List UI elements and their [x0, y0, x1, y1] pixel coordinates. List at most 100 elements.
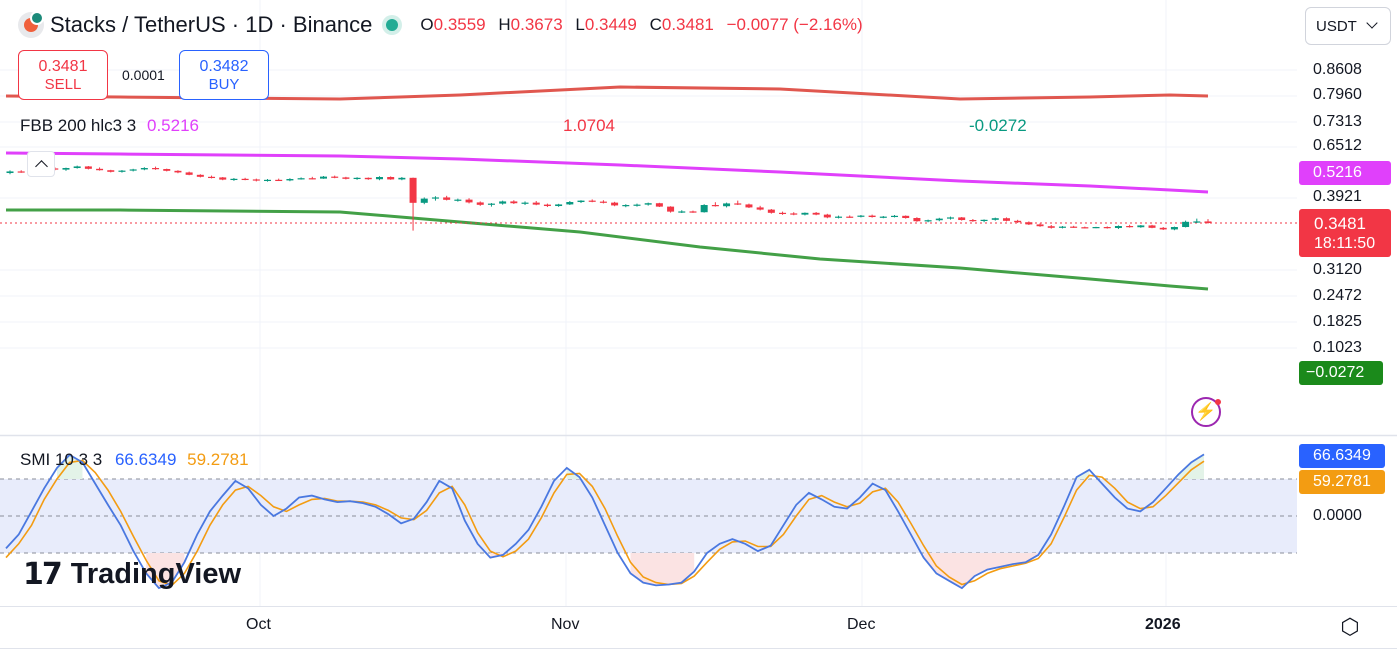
candle — [1081, 226, 1089, 229]
candle — [353, 177, 361, 180]
smi-legend[interactable]: SMI 10 3 3 66.6349 59.2781 — [20, 450, 249, 470]
collapse-legend-button[interactable] — [27, 151, 55, 177]
ohlc-values: O0.3559 H0.3673 L0.3449 C0.3481 −0.0077 … — [412, 15, 862, 35]
currency-select[interactable]: USDT — [1305, 7, 1391, 45]
buy-button[interactable]: 0.3482 BUY — [179, 50, 269, 100]
candle-body — [319, 176, 327, 179]
candle-body — [723, 203, 731, 207]
candle-body — [275, 179, 283, 182]
candle-body — [1103, 227, 1111, 229]
candle — [118, 170, 126, 173]
signal-legend-value: 59.2781 — [187, 450, 249, 469]
price-axis-label: 0.1023 — [1313, 339, 1362, 356]
candle — [667, 206, 675, 213]
fbb-basis-value: 0.5216 — [146, 116, 199, 135]
smi-legend-value: 66.6349 — [114, 450, 177, 469]
candle — [387, 176, 395, 180]
candle-body — [555, 204, 563, 207]
close-label: C — [649, 15, 662, 34]
candle — [308, 176, 316, 180]
candle-body — [129, 169, 137, 171]
candle — [644, 202, 652, 206]
candle — [555, 203, 563, 207]
candle — [790, 212, 798, 216]
candle — [1170, 226, 1178, 231]
candle-body — [297, 178, 305, 180]
candle — [129, 168, 137, 172]
candle-body — [1081, 227, 1089, 229]
time-axis-label: Oct — [246, 616, 271, 633]
candle-body — [566, 202, 574, 205]
spread-value: 0.0001 — [122, 67, 165, 83]
candle-body — [924, 220, 932, 222]
stacks-coin-icon[interactable] — [18, 11, 44, 38]
candle-body — [835, 216, 843, 218]
candle-body — [208, 176, 216, 179]
fbb-lower-value: -0.0272 — [969, 116, 1027, 135]
sell-button[interactable]: 0.3481 SELL — [18, 50, 108, 100]
candle — [734, 200, 742, 206]
candle — [1092, 226, 1100, 229]
candle-body — [118, 170, 126, 172]
candle-body — [241, 178, 249, 181]
candle — [655, 202, 663, 208]
candle — [286, 178, 294, 182]
candle-body — [1092, 227, 1100, 229]
candle — [991, 217, 999, 221]
candle — [264, 179, 272, 182]
candle-body — [1025, 222, 1033, 225]
candle-body — [73, 166, 81, 169]
candle-body — [767, 209, 775, 213]
ideas-spark-icon[interactable]: ⚡ — [1191, 397, 1221, 427]
candle — [1002, 217, 1010, 222]
candle — [521, 201, 529, 206]
candle-body — [812, 212, 820, 215]
candle-body — [779, 212, 787, 215]
buy-label: BUY — [208, 75, 240, 93]
candle-body — [364, 177, 372, 180]
candle-body — [1002, 218, 1010, 221]
candle-body — [846, 216, 854, 218]
candle-body — [140, 168, 148, 170]
candle-body — [1126, 226, 1134, 228]
candle-body — [152, 168, 160, 170]
candle-body — [1148, 225, 1156, 228]
candle-body — [17, 171, 25, 173]
smi-legend-name: SMI 10 3 3 — [20, 450, 103, 469]
candle — [319, 176, 327, 179]
candle — [364, 177, 372, 180]
sell-label: SELL — [44, 75, 82, 93]
candle-body — [174, 170, 182, 173]
candle-body — [331, 176, 339, 178]
settings-gear-icon[interactable]: ⬡ — [1340, 614, 1360, 639]
candle — [946, 216, 954, 220]
candle-body — [790, 213, 798, 215]
candle — [767, 209, 775, 214]
candle — [532, 201, 540, 206]
candle-body — [711, 205, 719, 207]
candle — [219, 177, 227, 181]
candle-body — [1047, 226, 1055, 228]
candle — [510, 200, 518, 205]
symbol-title[interactable]: Stacks / TetherUS · 1D · Binance — [50, 12, 373, 37]
candle — [924, 219, 932, 223]
candle — [723, 202, 731, 208]
candle — [107, 169, 115, 173]
fbb-legend-name: FBB 200 hlc3 3 — [20, 116, 137, 135]
change-value: −0.0077 (−2.16%) — [726, 15, 863, 34]
candle — [857, 215, 865, 218]
candle-body — [1137, 225, 1145, 228]
candle — [1159, 227, 1167, 231]
candle — [678, 210, 686, 214]
open-value: 0.3559 — [433, 15, 486, 34]
smi-tag-value: 66.6349 — [1313, 447, 1371, 464]
candle-body — [353, 177, 361, 180]
tradingview-logo[interactable]: 17 TradingView — [23, 557, 241, 592]
last-price-value: 0.3481 — [1314, 214, 1366, 233]
fbb-legend[interactable]: FBB 200 hlc3 3 0.5216 — [20, 116, 199, 136]
candle — [73, 165, 81, 169]
candle-body — [902, 215, 910, 219]
candle-body — [991, 218, 999, 220]
candle — [879, 216, 887, 219]
